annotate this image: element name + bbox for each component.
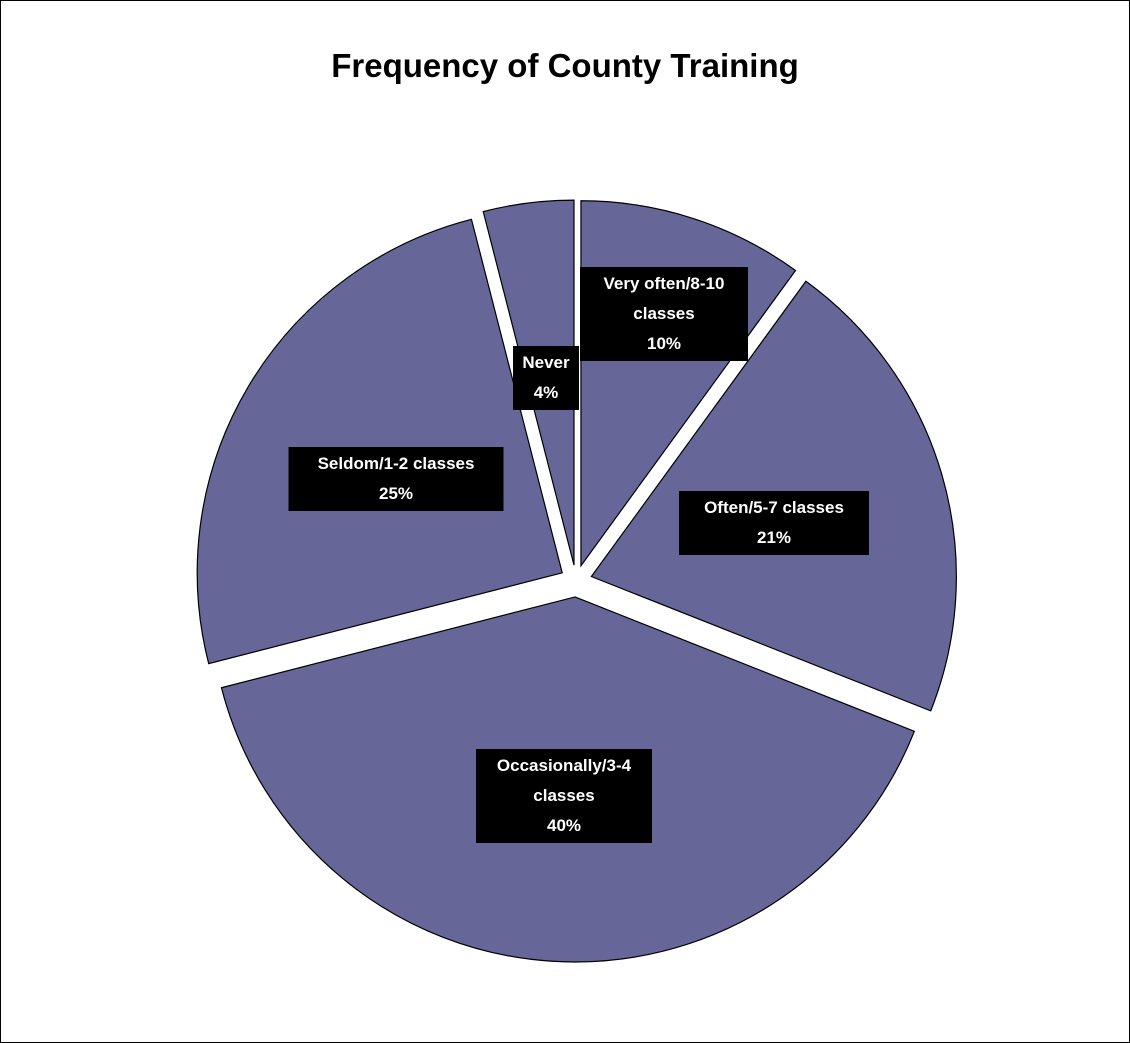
data-label: Often/5-7 classes 21% <box>679 491 869 555</box>
chart-title: Frequency of County Training <box>331 47 799 84</box>
data-label: Occasionally/3-4 classes 40% <box>476 749 652 843</box>
data-label: Never 4% <box>513 346 579 410</box>
data-label: Very often/8-10 classes 10% <box>580 267 748 361</box>
data-label: Seldom/1-2 classes 25% <box>288 447 504 511</box>
category-label: Occasionally/3-4 classes <box>496 756 632 805</box>
value-label: 40% <box>546 816 582 835</box>
value-label: 21% <box>756 528 792 547</box>
value-label: 25% <box>378 484 414 503</box>
category-label: Seldom/1-2 classes <box>317 454 475 473</box>
value-label: 10% <box>646 334 682 353</box>
category-label: Never <box>522 353 570 372</box>
pie-slice <box>196 218 563 665</box>
value-label: 4% <box>533 383 559 402</box>
category-label: Often/5-7 classes <box>704 498 844 517</box>
category-label: Very often/8-10 classes <box>603 274 725 323</box>
